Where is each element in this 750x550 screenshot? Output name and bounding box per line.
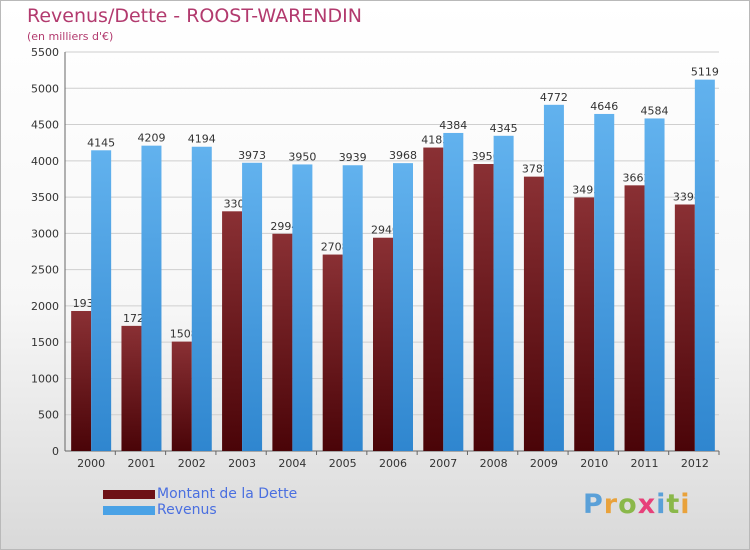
x-tick-label: 2001 xyxy=(127,457,155,470)
data-label-dette: 3398 xyxy=(673,190,701,203)
data-label-revenus: 4772 xyxy=(540,91,568,104)
bar-dette xyxy=(574,197,595,451)
logo-letter: o xyxy=(618,489,638,520)
x-tick-label: 2003 xyxy=(228,457,256,470)
data-label-revenus: 4584 xyxy=(641,104,669,117)
x-tick-label: 2005 xyxy=(329,457,357,470)
x-tick-label: 2010 xyxy=(580,457,608,470)
bar-revenus xyxy=(393,163,413,451)
bar-dette xyxy=(624,185,645,451)
legend-item-revenus[interactable]: Revenus xyxy=(103,502,363,519)
data-label-revenus: 3950 xyxy=(288,150,316,163)
bar-dette xyxy=(272,233,293,451)
data-label-dette: 4183 xyxy=(421,134,449,147)
data-label-revenus: 4194 xyxy=(188,133,216,146)
bar-dette xyxy=(121,325,142,451)
data-label-revenus: 3968 xyxy=(389,149,417,162)
bar-dette xyxy=(373,237,393,451)
bar-revenus xyxy=(493,135,514,452)
legend-swatch-dette xyxy=(103,490,155,499)
x-tick-label: 2009 xyxy=(530,457,558,470)
data-label-revenus: 5119 xyxy=(691,66,719,79)
bar-revenus xyxy=(242,162,263,451)
data-label-dette: 2940 xyxy=(371,224,399,237)
y-tick-label: 4500 xyxy=(31,119,59,132)
x-tick-label: 2008 xyxy=(480,457,508,470)
x-tick-label: 2004 xyxy=(278,457,306,470)
data-label-dette: 172 xyxy=(123,312,144,325)
logo-letter: i xyxy=(656,489,667,520)
bar-revenus xyxy=(694,79,715,451)
y-tick-label: 0 xyxy=(52,445,59,458)
data-label-dette: 2708 xyxy=(321,241,349,254)
bar-dette xyxy=(222,211,243,451)
bar-revenus xyxy=(292,164,313,452)
bar-revenus xyxy=(342,165,363,451)
legend-swatch-revenus xyxy=(103,506,155,515)
chart-subtitle: (en milliers d'€) xyxy=(27,30,114,43)
y-tick-label: 2500 xyxy=(31,264,59,277)
bar-dette xyxy=(322,254,343,451)
bar-revenus xyxy=(443,132,464,451)
y-tick-label: 5000 xyxy=(31,82,59,95)
legend-label-revenus: Revenus xyxy=(157,502,217,518)
bar-dette xyxy=(473,164,494,451)
bar-revenus xyxy=(191,146,212,451)
y-tick-label: 5500 xyxy=(31,46,59,59)
y-tick-label: 2000 xyxy=(31,300,59,313)
y-tick-label: 1000 xyxy=(31,372,59,385)
x-tick-label: 2000 xyxy=(77,457,105,470)
bar-revenus xyxy=(644,118,665,452)
bar-revenus xyxy=(141,145,162,451)
bar-revenus xyxy=(91,150,112,452)
data-label-dette: 330 xyxy=(224,197,245,210)
bar-dette xyxy=(71,310,92,451)
data-label-dette: 3495 xyxy=(572,183,600,196)
data-label-revenus: 3973 xyxy=(238,149,266,162)
data-label-revenus: 4345 xyxy=(490,122,518,135)
data-label-dette: 3782 xyxy=(522,163,550,176)
logo-letter: x xyxy=(637,489,657,520)
bar-dette xyxy=(171,341,192,451)
x-tick-label: 2007 xyxy=(429,457,457,470)
proxiti-logo: Proxiti xyxy=(583,489,691,520)
data-label-revenus: 4209 xyxy=(137,132,165,145)
y-tick-label: 1500 xyxy=(31,336,59,349)
data-label-dette: 2994 xyxy=(270,220,298,233)
x-tick-label: 2006 xyxy=(379,457,407,470)
data-label-dette: 193 xyxy=(73,297,94,310)
legend: Montant de la Dette Revenus xyxy=(103,486,363,519)
y-tick-label: 3500 xyxy=(31,191,59,204)
chart-title: Revenus/Dette - ROOST-WARENDIN xyxy=(27,5,362,27)
y-tick-label: 3000 xyxy=(31,227,59,240)
bar-revenus xyxy=(543,104,564,452)
legend-item-dette[interactable]: Montant de la Dette xyxy=(103,486,363,503)
bar-dette xyxy=(674,204,695,451)
x-tick-label: 2012 xyxy=(681,457,709,470)
y-tick-label: 4000 xyxy=(31,155,59,168)
bar-dette xyxy=(423,147,444,451)
y-tick-label: 500 xyxy=(38,409,59,422)
legend-label-dette: Montant de la Dette xyxy=(157,486,298,502)
logo-letter: r xyxy=(603,489,619,520)
data-label-revenus: 4384 xyxy=(439,119,467,132)
data-label-dette: 1508 xyxy=(170,328,198,341)
data-label-revenus: 3939 xyxy=(339,151,367,164)
data-label-revenus: 4145 xyxy=(87,136,115,149)
logo-letter: i xyxy=(680,489,691,520)
logo-letter: t xyxy=(666,489,681,520)
data-label-revenus: 4646 xyxy=(590,100,618,113)
x-tick-label: 2002 xyxy=(178,457,206,470)
x-tick-label: 2011 xyxy=(631,457,659,470)
logo-letter: P xyxy=(583,489,604,520)
bar-dette xyxy=(523,176,544,451)
bar-revenus xyxy=(594,113,615,451)
data-label-dette: 3662 xyxy=(623,171,651,184)
data-label-dette: 3956 xyxy=(472,150,500,163)
